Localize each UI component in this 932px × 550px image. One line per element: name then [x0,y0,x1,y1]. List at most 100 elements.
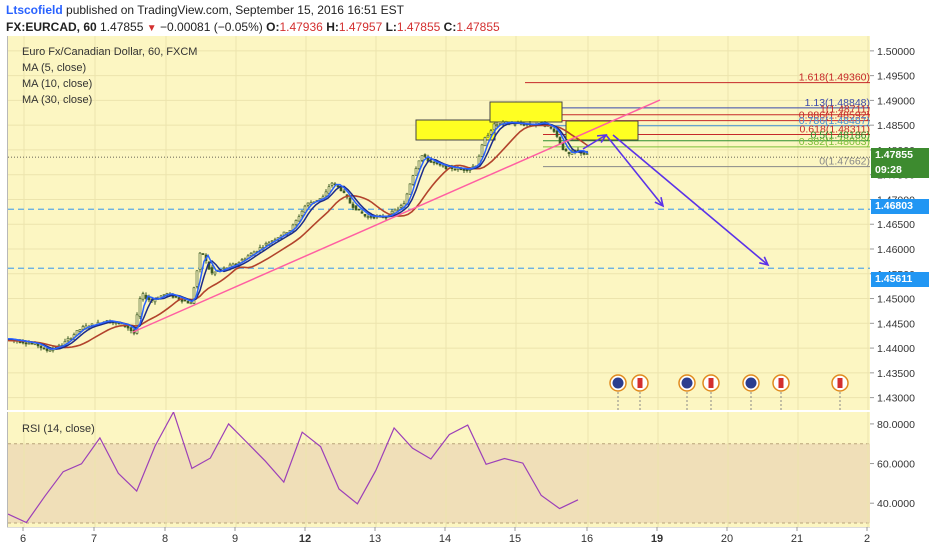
level-tag-high: 1.46803 [871,199,929,214]
rsi-legend: RSI (14, close) [22,421,95,437]
change-value: −0.00081 (−0.05%) [160,20,263,34]
price-tick-label: 1.46500 [877,219,915,231]
candle-body [210,267,214,274]
candle-body [270,240,274,243]
price-chart-svg[interactable]: 1.618(1.49360) 1.13(1.48848)1(1.48711)0.8… [7,36,871,410]
candle-body [408,183,412,195]
legend-ma5[interactable]: MA (5, close) [22,62,87,74]
candle-body [435,162,439,164]
ma5-line [7,121,589,350]
last-price-tag: 1.47855 [871,148,929,163]
candle-body [162,294,166,296]
symbol-label: FX:EURCAD, 60 [6,20,97,34]
candle-body [348,197,352,204]
price-tick-label: 1.43500 [877,368,915,380]
candle-body [213,271,217,275]
fib-level-label: 1.618(1.49360) [799,72,870,84]
ma30-line [7,124,589,349]
candle-body [189,302,193,305]
trendline [132,99,661,333]
candle-body [420,155,424,161]
canada-flag-icon [637,378,643,388]
price-pane[interactable]: 1.618(1.49360) 1.13(1.48848) 1(1.48711) 0.8… [7,36,872,410]
price-tick-label: 1.45000 [877,294,915,306]
rsi-chart-svg[interactable] [7,410,871,527]
candle-body [24,342,28,345]
down-triangle-icon: ▼ [146,23,157,34]
chart-header: Ltscofield published on TradingView.com,… [0,0,932,36]
candle-body [360,211,364,214]
supply-zone-box [489,101,563,123]
candle-body [69,338,73,340]
candle-body [303,205,307,213]
price-tick-label: 1.48500 [877,120,915,132]
fib-level-label: 0.886(1.48592) [799,110,870,122]
open-value: 1.47936 [279,20,323,34]
time-tick-label: 2 [864,533,870,545]
published-text: published on TradingView.com, September … [66,3,405,17]
forecast-arrow [605,134,664,207]
candle-body [351,203,355,208]
candle-body [489,130,493,135]
candle-body [201,253,205,255]
candle-body [42,347,46,350]
low-label: L: [385,20,397,34]
forecast-arrow-head [654,197,665,208]
time-tick-label: 20 [721,533,733,545]
candle-body [453,168,457,171]
time-tick-label: 13 [369,533,381,545]
candle-body [195,270,199,287]
price-tick-label: 1.49500 [877,71,915,83]
forecast-arrow [582,134,607,150]
fib-level-label: 0.5(1.48186) [810,130,870,142]
legend-title: Euro Fx/Canadian Dollar, 60, FXCM [22,46,198,58]
candle-body [339,187,343,192]
author-link[interactable]: Ltscofield [6,3,63,17]
candle-body [438,163,442,166]
rsi-pane[interactable]: RSI (14, close) [7,410,872,527]
price-tick-label: 1.49000 [877,95,915,107]
candle-body [330,182,334,186]
candle-body [513,123,517,126]
candle-body [183,299,187,302]
candle-body [222,267,226,270]
legend-ma30[interactable]: MA (30, close) [22,94,93,106]
time-tick-label: 14 [439,533,451,545]
legend-ma10[interactable]: MA (10, close) [22,78,93,90]
time-tick-label: 7 [91,533,97,545]
time-tick-label: 9 [232,533,238,545]
candle-body [429,160,433,163]
price-tick-label: 1.46000 [877,244,915,256]
legend-rsi[interactable]: RSI (14, close) [22,423,95,435]
time-tick-label: 21 [791,533,803,545]
candle-body [249,253,253,256]
candle-body [129,327,133,331]
candle-body [300,210,304,216]
candle-body [483,137,487,147]
eu-flag-icon [612,377,624,389]
candle-body [30,342,34,345]
candle-body [423,154,427,157]
candle-body [480,144,484,157]
candle-body [336,185,340,188]
candle-body [294,220,298,226]
candle-body [564,149,568,152]
rsi-band [8,443,871,524]
time-scale[interactable]: 6 7 8 9 12 13 14 15 16 19 20 21 2 [0,527,932,550]
rsi-tick-label: 80.0000 [877,419,915,431]
candle-body [585,153,589,155]
candle-body [441,164,445,167]
candle-body [264,243,268,246]
high-label: H: [326,20,339,34]
eu-flag-icon [681,377,693,389]
candle-body [399,205,403,208]
candle-body [141,293,145,300]
candle-body [240,259,244,262]
candle-body [390,210,394,215]
candle-body [39,345,43,349]
canada-flag-icon [837,378,843,388]
candle-body [78,329,82,332]
candle-body [81,326,85,330]
candle-body [357,208,361,211]
candle-body [582,152,586,155]
